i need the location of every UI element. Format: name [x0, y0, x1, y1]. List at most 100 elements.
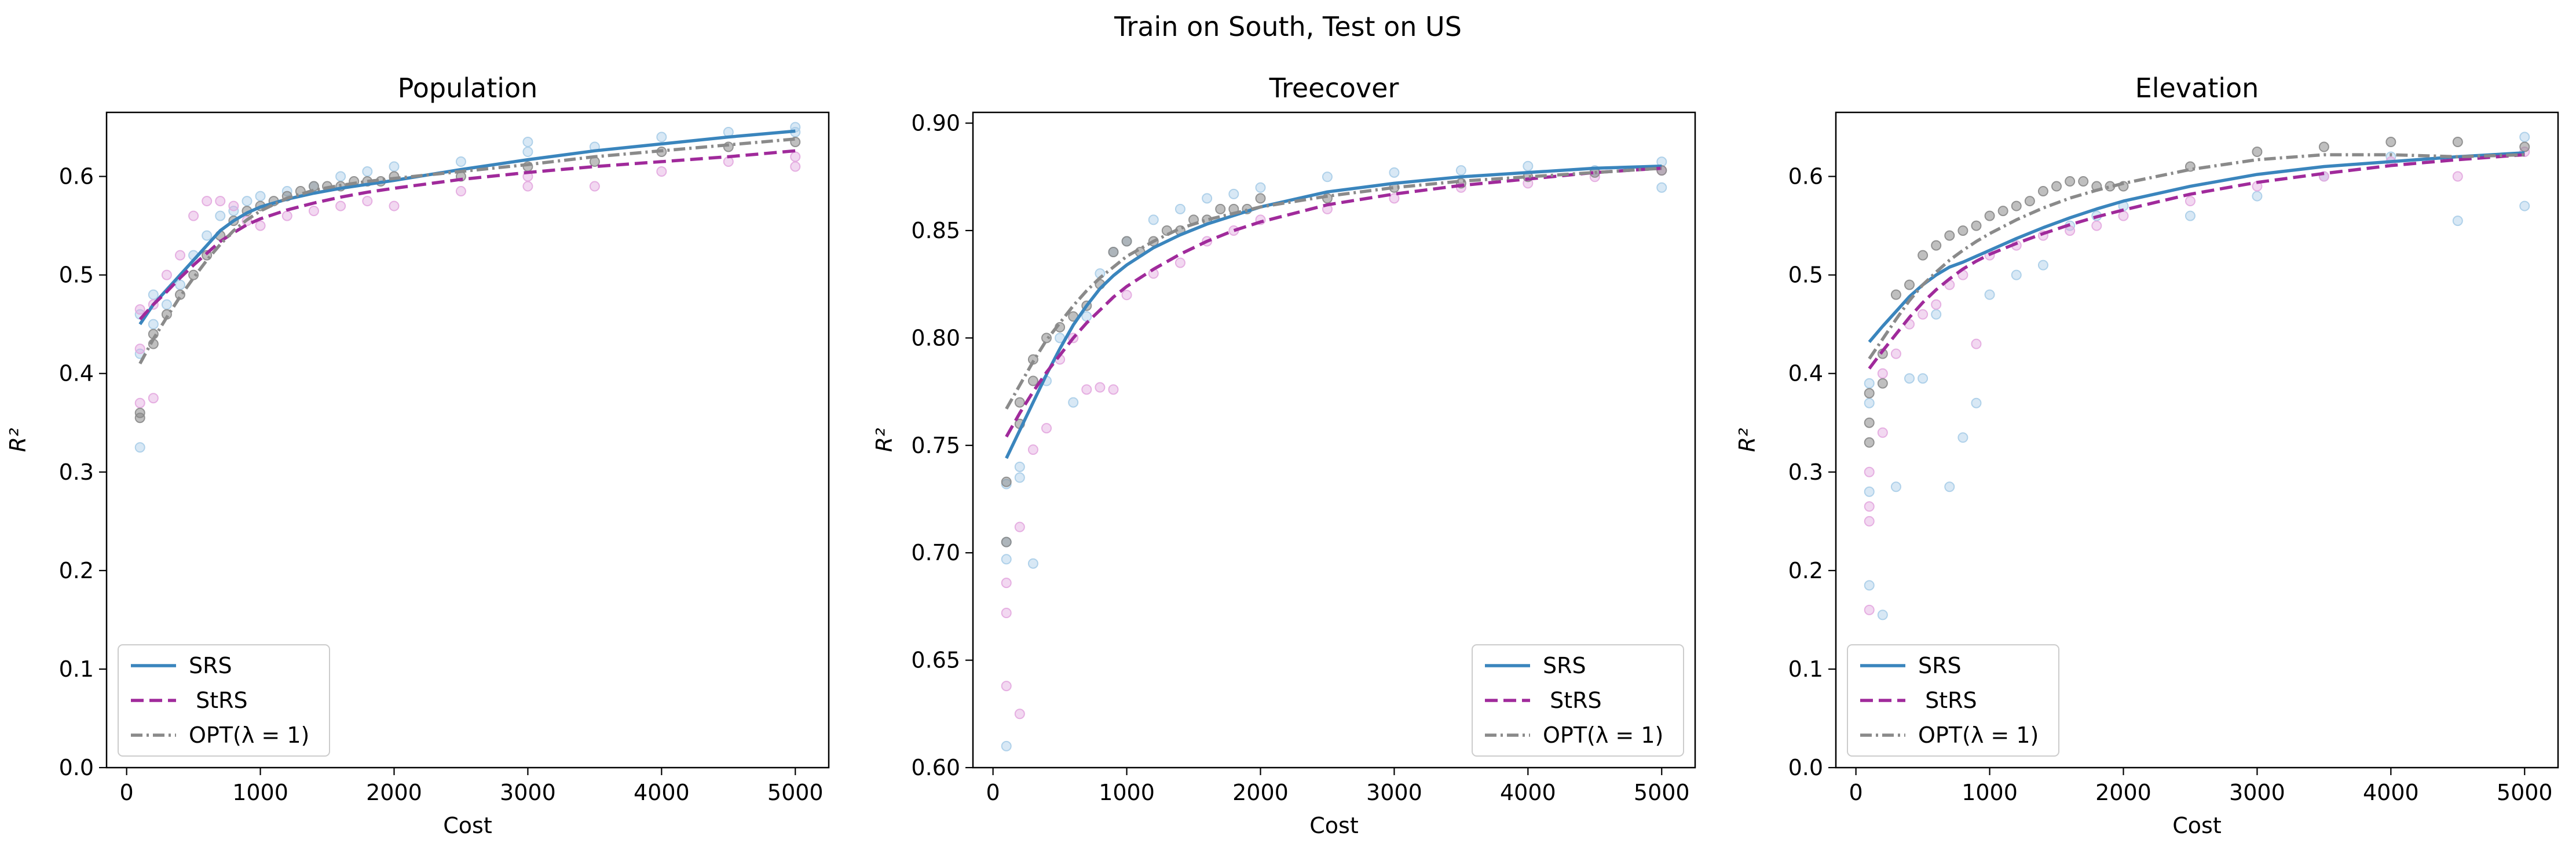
scatter-point: [1001, 608, 1012, 619]
scatter-point: [148, 319, 159, 330]
scatter-point: [1108, 247, 1119, 258]
y-tick-label: 0.0: [1788, 755, 1823, 780]
scatter-point: [2011, 269, 2022, 280]
scatter-point: [1864, 604, 1875, 615]
scatter-point: [1971, 220, 1982, 231]
scatter-point: [148, 393, 159, 404]
chart-panel-1: 0 1000 2000 3000 4000 5000 0.0 0.1 0.2 0.3 0.4 0.5 0…: [5, 72, 830, 838]
scatter-point: [522, 137, 533, 148]
x-tick-label: 3000: [2229, 780, 2285, 805]
legend: SRS StRS OPT(λ = 1): [1472, 644, 1684, 757]
x-axis-label: Cost: [2172, 813, 2221, 838]
scatter-point: [1108, 384, 1119, 395]
scatter-point: [2185, 196, 2196, 207]
x-tick-label: 5000: [767, 780, 824, 805]
scatter-point: [1931, 240, 1942, 251]
scatter-point: [1877, 378, 1888, 389]
scatter-point: [1001, 681, 1012, 692]
scatter-point: [134, 397, 145, 408]
x-tick-label: 1000: [1962, 780, 2018, 805]
y-tick-label: 0.85: [911, 218, 960, 243]
scatter-point: [1864, 397, 1875, 408]
scatter-point: [1877, 609, 1888, 620]
scatter-point: [1904, 279, 1915, 290]
x-tick-label: 1000: [1099, 780, 1155, 805]
x-tick-label: 5000: [1634, 780, 1690, 805]
scatter-point: [134, 407, 145, 418]
legend-box: [1847, 644, 2059, 757]
scatter-point: [1001, 740, 1012, 751]
scatter-point: [522, 181, 533, 192]
axes-frame: [1835, 111, 2559, 769]
scatter-point: [1389, 193, 1400, 204]
y-tick-label: 0.4: [1788, 361, 1823, 386]
scatter-point: [134, 344, 145, 355]
scatter-point: [202, 230, 213, 241]
scatter-point: [790, 151, 801, 162]
scatter-point: [1148, 214, 1159, 225]
scatter-point: [1389, 167, 1400, 178]
scatter-point: [1984, 210, 1995, 221]
legend-label: SRS: [1918, 653, 1962, 678]
series-line: [1868, 153, 2525, 360]
y-tick-label: 0.0: [59, 755, 94, 780]
scatter-point: [1984, 289, 1995, 300]
y-axis-label: R²: [872, 428, 897, 452]
scatter-point: [1228, 188, 1239, 199]
legend-label: OPT(λ = 1): [1543, 722, 1663, 748]
scatter-point: [1957, 432, 1968, 443]
scatter-point: [1014, 397, 1025, 408]
scatter-point: [1001, 554, 1012, 565]
y-tick-label: 0.1: [1788, 656, 1823, 682]
scatter-point: [1068, 397, 1079, 408]
scatter-point: [1864, 388, 1875, 399]
scatter-point: [215, 210, 226, 221]
x-tick-label: 3000: [500, 780, 556, 805]
y-tick-label: 0.80: [911, 325, 960, 350]
y-tick-label: 0.60: [911, 755, 960, 780]
x-tick-label: 2000: [366, 780, 422, 805]
scatter-point: [1095, 382, 1106, 393]
legend-box: [1472, 644, 1684, 757]
y-tick-label: 0.4: [59, 361, 94, 386]
x-tick-label: 4000: [2363, 780, 2419, 805]
scatter-point: [1001, 476, 1012, 487]
scatter-point: [1121, 236, 1132, 247]
x-tick-label: 5000: [2497, 780, 2553, 805]
scatter-point: [2078, 176, 2089, 187]
scatter-point: [2118, 210, 2129, 221]
scatter-point: [656, 132, 667, 143]
scatter-point: [1864, 417, 1875, 428]
scatter-point: [2011, 200, 2022, 211]
scatter-point: [1904, 373, 1915, 384]
legend: SRS StRS OPT(λ = 1): [118, 644, 330, 757]
scatter-point: [1322, 171, 1333, 182]
scatter-point: [188, 269, 199, 280]
scatter-point: [1014, 472, 1025, 483]
axes-frame: [972, 111, 1696, 769]
scatter-point: [1944, 481, 1955, 492]
y-tick-label: 0.65: [911, 648, 960, 673]
scatter-point: [790, 161, 801, 172]
scatter-point: [1455, 165, 1466, 176]
scatter-point: [255, 191, 266, 202]
scatter-point: [455, 156, 466, 167]
scatter-point: [2452, 137, 2463, 148]
scatter-point: [308, 206, 319, 217]
y-tick-label: 0.90: [911, 111, 960, 136]
x-tick-label: 1000: [232, 780, 288, 805]
scatter-point: [723, 156, 734, 167]
chart-title: Elevation: [2135, 72, 2259, 104]
scatter-point: [1918, 309, 1929, 320]
y-axis-label: R²: [5, 428, 31, 452]
scatter-point: [134, 442, 145, 453]
scatter-point: [281, 210, 292, 221]
x-tick-label: 2000: [2095, 780, 2151, 805]
scatter-point: [148, 289, 159, 300]
y-tick-label: 0.6: [1788, 164, 1823, 189]
scatter-point: [1890, 348, 1901, 359]
scatter-point: [1997, 206, 2008, 217]
scatter-point: [255, 220, 266, 231]
scatter-point: [1890, 481, 1901, 492]
